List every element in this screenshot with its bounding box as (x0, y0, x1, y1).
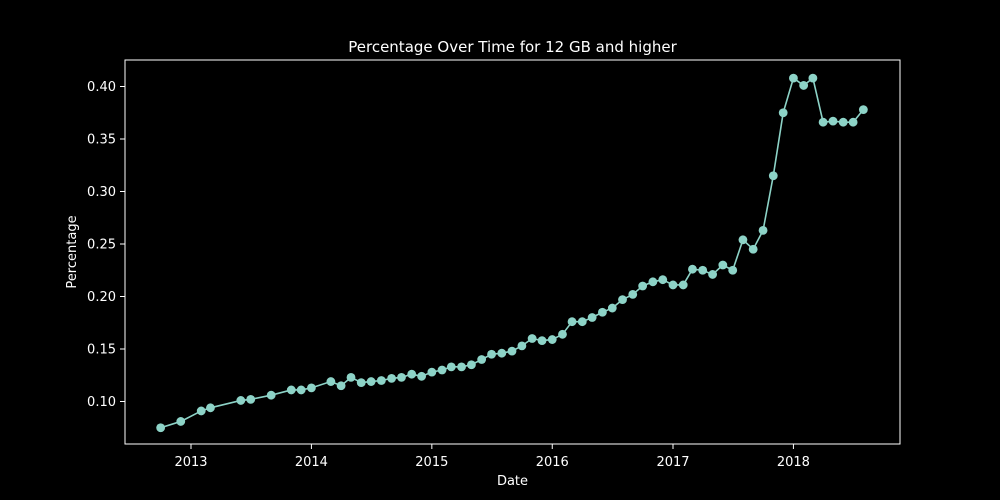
data-point (307, 383, 316, 393)
data-point (196, 406, 206, 416)
data-point (507, 346, 517, 356)
data-point (858, 105, 868, 114)
data-point (808, 73, 818, 83)
data-point (446, 362, 456, 372)
data-point (326, 377, 336, 386)
data-point (628, 290, 638, 299)
data-point (336, 381, 346, 391)
data-point (497, 348, 507, 358)
y-axis: 0.10 0.15 0.20 0.25 0.30 0.35 0.40 (87, 80, 125, 410)
data-point (607, 303, 617, 313)
data-point (457, 362, 466, 372)
data-point (618, 295, 627, 305)
data-point (587, 313, 597, 322)
data-point (848, 117, 858, 127)
data-point (558, 329, 567, 339)
data-point (296, 385, 306, 395)
y-tick-label: 0.40 (87, 80, 116, 95)
data-point (527, 334, 537, 343)
data-point (437, 365, 447, 375)
y-tick-label: 0.10 (87, 395, 116, 410)
y-tick-label: 0.15 (87, 343, 116, 358)
data-point (206, 403, 215, 413)
data-point (758, 225, 768, 235)
data-point (236, 396, 246, 405)
chart-title: Percentage Over Time for 12 GB and highe… (348, 38, 677, 56)
data-point (366, 377, 376, 386)
x-tick-label: 2013 (174, 455, 207, 470)
data-point (537, 336, 547, 345)
data-point (658, 275, 668, 285)
data-point (818, 117, 828, 127)
data-point (738, 235, 748, 245)
x-tick-label: 2014 (295, 455, 328, 470)
data-point (547, 335, 557, 344)
data-point (577, 317, 587, 327)
series-line (160, 76, 864, 429)
data-point (397, 372, 406, 382)
data-point (517, 341, 527, 351)
x-tick-label: 2015 (415, 455, 448, 470)
data-point (356, 378, 366, 387)
x-tick-label: 2016 (536, 455, 569, 470)
data-point (668, 280, 678, 290)
data-point (176, 417, 186, 426)
data-point (598, 307, 607, 317)
data-point (407, 369, 417, 379)
data-point (688, 264, 697, 274)
data-point (286, 385, 296, 395)
data-point (678, 280, 688, 290)
x-tick-label: 2018 (777, 455, 810, 470)
data-point (266, 390, 276, 400)
data-point (648, 277, 658, 287)
data-point (417, 371, 427, 381)
data-point (838, 117, 848, 127)
y-tick-label: 0.30 (87, 185, 116, 200)
data-point (698, 265, 708, 275)
y-tick-label: 0.20 (87, 290, 116, 305)
data-point (567, 317, 577, 327)
data-point (387, 374, 396, 383)
data-point (346, 372, 356, 382)
data-point (748, 244, 758, 254)
data-point (246, 395, 256, 404)
y-tick-label: 0.35 (87, 133, 116, 148)
data-point (768, 171, 778, 181)
data-point (718, 260, 728, 270)
plot-area (156, 73, 868, 433)
data-point (789, 73, 798, 83)
data-point (427, 367, 437, 377)
data-point (477, 355, 487, 364)
y-axis-label: Percentage (65, 215, 80, 288)
x-axis: 2013 2014 2015 2016 2017 2018 (174, 444, 810, 470)
data-point (778, 108, 788, 118)
data-point (156, 423, 166, 433)
data-point (708, 270, 717, 279)
x-axis-label: Date (497, 474, 528, 489)
y-tick-label: 0.25 (87, 238, 116, 253)
data-point (828, 116, 838, 126)
data-point (638, 281, 648, 291)
data-point (728, 265, 738, 275)
data-point (799, 81, 809, 90)
data-point (467, 360, 476, 370)
data-point (376, 376, 386, 385)
x-tick-label: 2017 (656, 455, 689, 470)
data-point (487, 349, 496, 359)
axes-frame (124, 59, 901, 445)
